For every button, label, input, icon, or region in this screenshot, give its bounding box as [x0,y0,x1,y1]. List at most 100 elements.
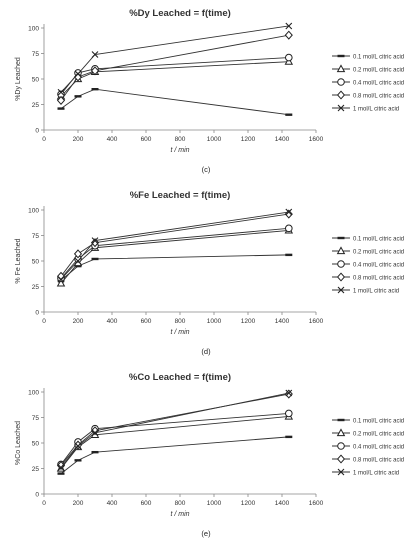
series-line-2 [60,61,289,97]
legend-marker-2 [336,64,346,73]
legend-entry: 0.1 mol/L citric acid [353,54,404,60]
series-line-4 [60,393,289,466]
x-tick-label: 1000 [207,500,222,507]
x-tick-label: 0 [42,136,46,143]
series-line-5 [60,392,289,468]
data-point-s4-1 [56,95,66,105]
legend-entry: 1 mol/L citric acid [353,470,399,476]
data-point-s5-4 [285,22,293,30]
y-axis-label: % Fe Leached [15,238,22,283]
legend-marker-5-shape-b [337,286,345,294]
panel-label: (c) [202,165,211,174]
y-tick-label: 50 [32,77,40,84]
data-point-s4-3-shape [90,238,100,248]
x-tick-label: 1200 [241,500,256,507]
legend-marker-2 [336,428,346,437]
data-point-s4-4-shape [284,389,293,399]
data-point-s5-2-shape-b [74,257,82,265]
y-tick-label: 50 [32,441,40,448]
legend-marker-3-shape [337,78,345,86]
data-point-s5-1-shape-b [57,88,65,96]
x-tick-label: 600 [141,318,152,325]
legend-entry: 0.8 mol/L citric acid [353,457,404,463]
data-point-s5-4-shape-b [285,22,293,30]
y-tick-label: 100 [28,390,39,397]
y-tick-label: 75 [32,415,40,422]
data-point-s3-4-shape [285,53,293,62]
y-axis-label: %Co Leached [15,421,22,465]
legend-marker-3 [337,78,345,86]
legend-entry: 0.1 mol/L citric acid [353,418,404,424]
chart-title: %Dy Leached = f(time) [129,8,231,19]
x-axis-label: t / min [170,511,189,518]
data-point-s5-3 [91,429,99,437]
legend-marker-3-shape [337,260,345,268]
data-point-s4-2-shape [73,249,83,259]
data-point-s3-4-shape [285,409,293,418]
series-line-3 [60,227,289,279]
legend-marker-4 [336,454,346,464]
series-line-4 [60,213,289,277]
x-tick-label: 200 [73,500,84,507]
y-axis-label: %Dy Leached [15,57,22,101]
x-tick-label: 1200 [241,318,256,325]
data-point-s5-1-shape-b [57,275,65,283]
legend-marker-2 [336,246,346,255]
legend-marker-5 [337,468,345,476]
x-axis-label: t / min [170,147,189,154]
x-tick-label: 800 [175,500,186,507]
x-tick-label: 1200 [241,136,256,143]
x-tick-label: 1000 [207,136,222,143]
legend-entry: 0.2 mol/L citric acid [353,431,404,437]
series-line-3 [60,412,289,465]
data-point-s5-3 [91,237,99,244]
legend-entry: 0.2 mol/L citric acid [353,249,404,255]
chart-legend: 0.1 mol/L citric acid 0.2 mol/L citric ac… [332,418,404,476]
legend-marker-4-shape [336,272,346,282]
x-tick-label: 800 [175,318,186,325]
x-tick-label: 0 [42,318,46,325]
legend-entry: 0.4 mol/L citric acid [353,444,404,450]
x-tick-label: 800 [175,136,186,143]
y-tick-label: 50 [32,259,40,266]
x-tick-label: 200 [73,136,84,143]
chart-legend: 0.1 mol/L citric acid 0.2 mol/L citric ac… [332,54,404,112]
data-point-s3-4 [285,224,293,233]
legend-marker-5 [337,104,345,112]
legend-entry: 0.2 mol/L citric acid [353,67,404,73]
data-point-s4-3 [90,238,100,248]
x-tick-label: 1400 [275,318,290,325]
data-point-s5-3-shape-b [91,237,99,244]
x-tick-label: 600 [141,136,152,143]
data-point-s3-4 [285,53,293,62]
x-tick-label: 1600 [309,500,324,507]
data-point-s4-3-shape [90,66,100,76]
data-point-s5-3 [91,51,99,58]
series-line-4 [60,34,289,101]
data-point-s5-2 [74,70,82,78]
series-line-2 [60,416,289,469]
data-point-s5-3-shape-b [91,51,99,58]
y-tick-label: 25 [32,284,40,291]
data-point-s5-2 [74,257,82,265]
legend-marker-2-shape [336,64,346,73]
x-tick-label: 400 [107,318,118,325]
x-tick-label: 1000 [207,318,222,325]
legend-entry: 0.4 mol/L citric acid [353,80,404,86]
series-line-5 [60,211,289,280]
legend-entry: 0.8 mol/L citric acid [353,93,404,99]
series-line-1 [60,436,289,474]
series-line-1 [60,88,289,116]
x-tick-label: 1400 [275,136,290,143]
y-tick-label: 25 [32,466,40,473]
legend-marker-4 [336,272,346,282]
x-tick-label: 1400 [275,500,290,507]
data-point-s5-1 [57,275,65,283]
data-point-s5-2-shape-b [74,442,82,450]
data-point-s5-2-shape-b [74,70,82,78]
legend-marker-3 [337,442,345,450]
legend-entry: 0.1 mol/L citric acid [353,236,404,242]
